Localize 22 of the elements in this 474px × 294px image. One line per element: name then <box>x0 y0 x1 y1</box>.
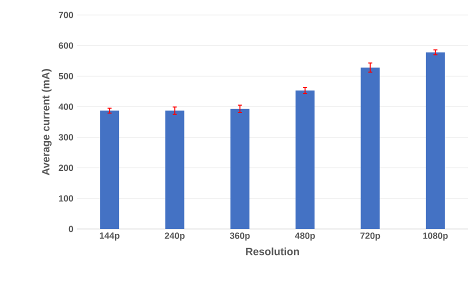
bar <box>426 52 445 229</box>
x-tick-label: 480p <box>294 232 315 241</box>
x-tick-label: 1080p <box>423 232 448 241</box>
y-tick-label: 200 <box>58 164 74 172</box>
bar <box>230 108 250 229</box>
y-tick-label: 700 <box>58 12 74 18</box>
bar <box>296 90 315 229</box>
x-tick-label: 720p <box>360 232 380 241</box>
y-tick-label: 0 <box>68 226 74 232</box>
x-axis-title: Resolution <box>246 248 299 256</box>
bar <box>165 110 184 229</box>
y-tick-label: 400 <box>58 104 74 110</box>
y-tick-label: 500 <box>58 72 74 80</box>
y-tick-label: 100 <box>59 195 74 202</box>
y-tick-label: 300 <box>58 134 74 140</box>
y-tick-label: 600 <box>58 42 74 49</box>
y-axis-title: Average current (mA) <box>42 69 52 176</box>
bar <box>360 68 380 229</box>
x-tick-label: 360p <box>230 232 250 241</box>
bar <box>100 110 120 229</box>
x-tick-label: 240p <box>164 232 185 241</box>
x-tick-label: 144p <box>100 232 120 241</box>
